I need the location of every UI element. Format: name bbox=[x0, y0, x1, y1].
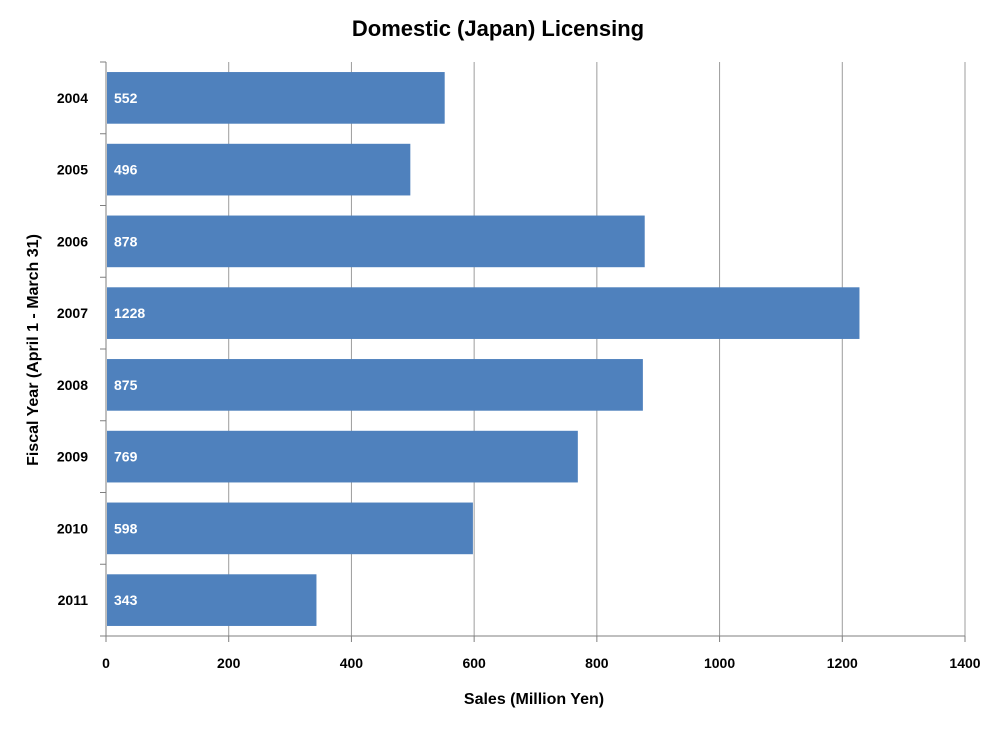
bar-2005 bbox=[107, 143, 411, 196]
y-tick-label: 2005 bbox=[57, 162, 88, 178]
y-tick-label: 2008 bbox=[57, 377, 88, 393]
bars bbox=[107, 72, 860, 626]
labels: 0 200 400 600 800 1000 1200 1400 2004 552 2005 496 2… bbox=[57, 90, 981, 671]
data-label: 878 bbox=[114, 233, 138, 249]
y-tick-label: 2004 bbox=[57, 90, 88, 106]
y-tick-label: 2009 bbox=[57, 449, 88, 465]
y-tick-label: 2006 bbox=[57, 233, 88, 249]
x-tick-label: 800 bbox=[585, 655, 609, 671]
x-tick-label: 200 bbox=[217, 655, 241, 671]
x-tick-label: 1400 bbox=[949, 655, 980, 671]
x-tick-label: 1000 bbox=[704, 655, 735, 671]
data-label: 769 bbox=[114, 449, 138, 465]
data-label: 875 bbox=[114, 377, 138, 393]
x-tick-label: 1200 bbox=[827, 655, 858, 671]
x-axis-title: Sales (Million Yen) bbox=[464, 691, 604, 708]
data-label: 1228 bbox=[114, 305, 145, 321]
y-axis-title: Fiscal Year (April 1 - March 31) bbox=[25, 234, 42, 466]
bar-2010 bbox=[107, 502, 473, 555]
data-label: 598 bbox=[114, 520, 138, 536]
bar-2006 bbox=[107, 215, 645, 268]
data-label: 552 bbox=[114, 90, 138, 106]
bar-2007 bbox=[107, 287, 860, 339]
bar-2009 bbox=[107, 430, 578, 483]
axes bbox=[100, 61, 966, 642]
data-label: 496 bbox=[114, 162, 138, 178]
y-tick-label: 2010 bbox=[57, 520, 88, 536]
x-tick-label: 0 bbox=[102, 655, 110, 671]
x-tick-label: 400 bbox=[340, 655, 364, 671]
chart-title: Domestic (Japan) Licensing bbox=[352, 16, 644, 41]
bar-2011 bbox=[107, 574, 317, 626]
bar-2008 bbox=[107, 359, 643, 411]
y-tick-label: 2011 bbox=[58, 592, 89, 608]
x-tick-label: 600 bbox=[462, 655, 486, 671]
y-tick-label: 2007 bbox=[57, 305, 88, 321]
bar-2004 bbox=[107, 72, 445, 124]
data-label: 343 bbox=[114, 592, 138, 608]
